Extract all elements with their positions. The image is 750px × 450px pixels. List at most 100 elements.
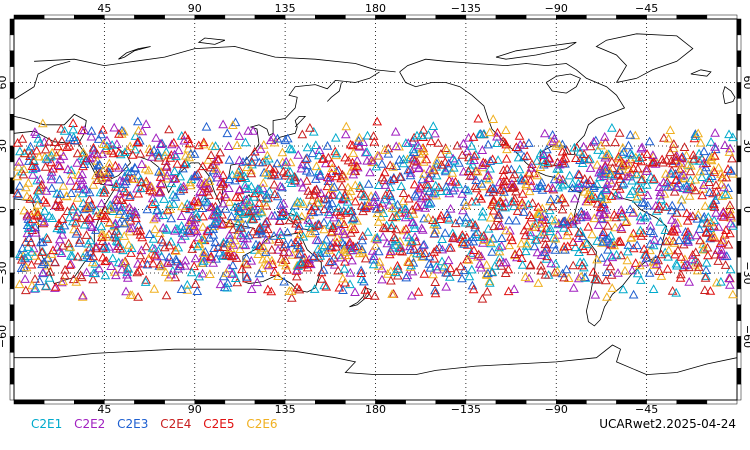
observation-marker xyxy=(532,170,543,180)
observation-marker xyxy=(147,151,157,161)
observation-marker xyxy=(102,141,112,150)
observation-marker xyxy=(484,276,495,286)
observation-marker xyxy=(661,154,672,164)
observation-marker xyxy=(663,181,673,191)
observation-marker xyxy=(527,159,537,168)
observation-marker xyxy=(690,131,701,140)
observation-marker xyxy=(385,191,396,201)
observation-marker xyxy=(428,121,439,130)
observation-marker xyxy=(413,286,424,296)
observation-marker xyxy=(273,271,283,280)
observation-marker xyxy=(443,255,454,265)
observation-marker xyxy=(295,248,306,258)
observation-marker xyxy=(641,163,652,173)
observation-marker xyxy=(521,179,531,188)
observation-marker xyxy=(695,166,706,176)
axis-bar-segment xyxy=(736,383,742,401)
observation-marker xyxy=(27,280,37,290)
observation-marker xyxy=(406,290,417,300)
observation-marker xyxy=(464,271,475,281)
observation-marker xyxy=(583,221,594,231)
coast-novaya-zemlya xyxy=(118,46,151,60)
observation-marker xyxy=(385,246,396,255)
observation-marker xyxy=(54,246,65,256)
observation-marker xyxy=(430,217,441,227)
observation-marker xyxy=(233,218,243,228)
observation-marker xyxy=(634,152,645,162)
observation-marker xyxy=(46,174,57,184)
observation-marker xyxy=(106,203,116,213)
observation-marker xyxy=(209,243,219,252)
observation-marker xyxy=(427,164,438,174)
observation-marker xyxy=(25,194,36,203)
observation-marker xyxy=(249,204,260,214)
observation-marker xyxy=(339,229,350,239)
observation-marker xyxy=(168,137,179,147)
observation-marker xyxy=(307,148,318,158)
observation-marker xyxy=(709,151,720,160)
observation-marker xyxy=(471,175,481,184)
observation-marker xyxy=(536,250,547,259)
observation-marker xyxy=(635,260,645,270)
observation-marker xyxy=(165,204,175,213)
observation-marker xyxy=(41,153,52,163)
observation-marker xyxy=(132,226,143,236)
axis-bar-segment xyxy=(9,50,15,67)
observation-marker xyxy=(721,225,731,234)
observation-marker xyxy=(357,244,367,254)
observation-marker xyxy=(649,173,659,183)
observation-marker xyxy=(655,236,666,246)
observation-marker xyxy=(231,192,241,201)
observation-marker xyxy=(467,280,478,290)
observation-marker xyxy=(252,277,263,287)
observation-marker xyxy=(173,145,184,155)
observation-marker xyxy=(83,202,93,212)
observation-marker xyxy=(415,183,426,192)
observation-marker xyxy=(26,247,37,256)
observation-marker xyxy=(182,284,193,294)
observation-marker xyxy=(687,249,698,259)
axis-bar-segment xyxy=(405,399,436,405)
observation-marker xyxy=(487,154,498,164)
observation-marker xyxy=(320,158,331,168)
observation-marker xyxy=(554,173,565,183)
observation-marker xyxy=(626,232,636,242)
observation-marker xyxy=(265,135,276,145)
observation-marker xyxy=(478,230,489,240)
observation-marker xyxy=(246,168,257,178)
observation-marker xyxy=(332,237,342,247)
observation-marker xyxy=(720,140,730,149)
observation-marker xyxy=(208,219,219,229)
observation-marker xyxy=(425,262,436,272)
observation-marker xyxy=(242,199,252,209)
observation-marker xyxy=(487,267,498,276)
observation-marker xyxy=(596,190,606,199)
observation-marker xyxy=(423,173,434,182)
observation-marker xyxy=(488,195,499,204)
observation-marker xyxy=(16,263,27,272)
observation-marker xyxy=(292,265,303,274)
observation-marker xyxy=(682,259,692,269)
observation-marker xyxy=(378,231,388,241)
observation-marker xyxy=(23,223,34,233)
observation-marker xyxy=(294,284,305,294)
observation-marker xyxy=(125,141,135,151)
observation-marker xyxy=(113,228,124,238)
observation-marker xyxy=(53,194,64,203)
observation-marker xyxy=(710,141,720,151)
observation-marker xyxy=(503,264,514,274)
legend-item-c2e5: C2E5 xyxy=(203,417,235,431)
axis-bar-segment xyxy=(736,34,742,51)
observation-marker xyxy=(557,193,568,203)
observation-marker xyxy=(703,250,713,260)
observation-marker xyxy=(54,234,65,244)
observation-marker xyxy=(126,166,137,176)
observation-marker xyxy=(242,271,252,281)
observation-marker xyxy=(445,263,456,273)
observation-marker xyxy=(639,198,649,207)
observation-marker xyxy=(56,146,66,156)
observation-marker xyxy=(210,237,221,247)
observation-marker xyxy=(466,140,477,150)
observation-marker xyxy=(683,237,693,246)
